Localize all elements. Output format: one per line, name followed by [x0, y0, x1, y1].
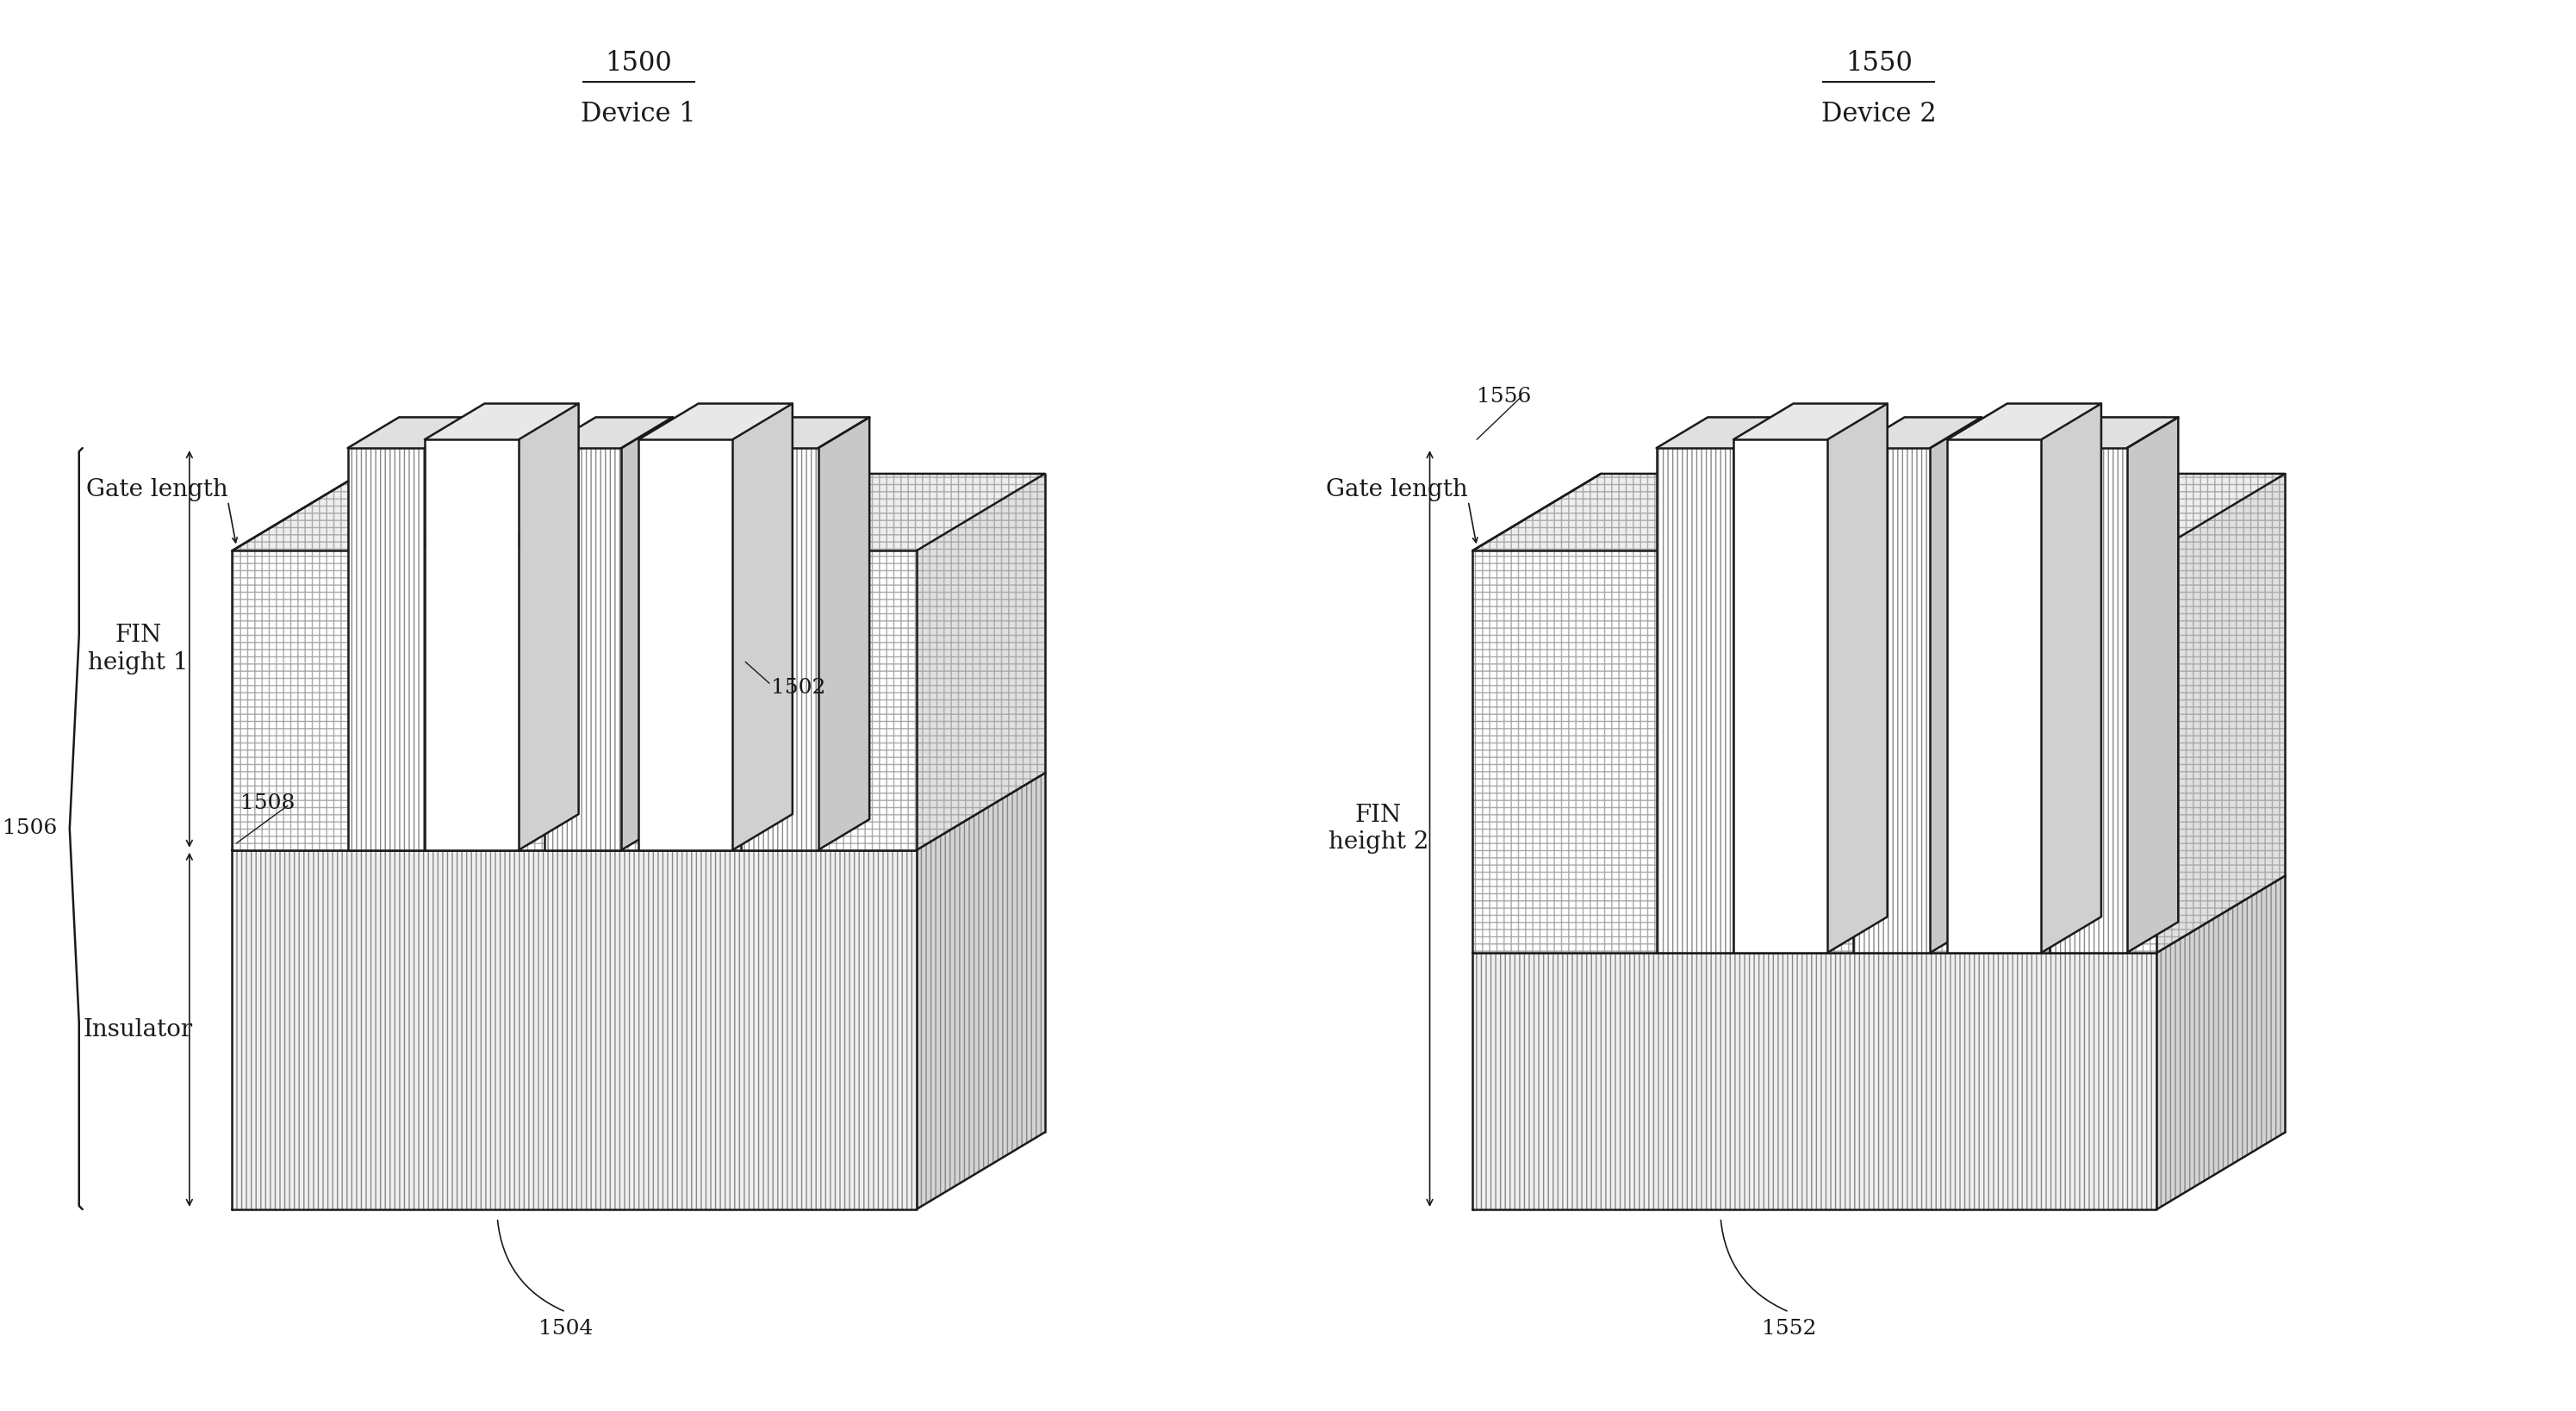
Text: 1552: 1552: [1762, 1319, 1816, 1339]
Polygon shape: [1473, 550, 2156, 952]
Polygon shape: [544, 449, 621, 849]
Polygon shape: [917, 474, 1046, 849]
Polygon shape: [2128, 418, 2179, 952]
Text: Gate length: Gate length: [85, 478, 227, 501]
Polygon shape: [232, 550, 917, 849]
Polygon shape: [232, 550, 917, 849]
Polygon shape: [348, 449, 425, 849]
Polygon shape: [1473, 474, 2285, 550]
Polygon shape: [2050, 449, 2128, 952]
Text: 1550: 1550: [1844, 49, 1911, 76]
Polygon shape: [1656, 449, 1734, 952]
Text: Insulator: Insulator: [82, 1017, 193, 1041]
Polygon shape: [348, 418, 477, 449]
Polygon shape: [1473, 550, 2156, 952]
Polygon shape: [1852, 418, 1981, 449]
Polygon shape: [232, 474, 1046, 550]
Polygon shape: [2156, 474, 2285, 952]
Polygon shape: [732, 404, 793, 849]
Text: Device 1: Device 1: [580, 102, 696, 128]
Polygon shape: [2156, 474, 2285, 952]
Polygon shape: [232, 773, 1046, 849]
Polygon shape: [742, 449, 819, 849]
Polygon shape: [917, 773, 1046, 1209]
Polygon shape: [1826, 404, 1888, 952]
Polygon shape: [1734, 439, 1826, 952]
Polygon shape: [1947, 439, 2040, 952]
Polygon shape: [2156, 876, 2285, 1209]
Polygon shape: [2050, 418, 2179, 449]
Polygon shape: [639, 439, 732, 849]
Text: Device 2: Device 2: [1821, 102, 1937, 128]
Polygon shape: [425, 418, 477, 849]
Polygon shape: [1473, 474, 2285, 550]
Polygon shape: [2040, 404, 2102, 952]
Polygon shape: [1656, 449, 1734, 952]
Text: 1500: 1500: [605, 49, 672, 76]
Polygon shape: [917, 773, 1046, 1209]
Text: FIN
height 2: FIN height 2: [1329, 804, 1430, 854]
Polygon shape: [518, 404, 580, 849]
Polygon shape: [742, 449, 819, 849]
Text: 1504: 1504: [538, 1319, 592, 1339]
Polygon shape: [425, 439, 518, 849]
Polygon shape: [1852, 449, 1929, 952]
Polygon shape: [621, 418, 672, 849]
Polygon shape: [425, 404, 580, 439]
Polygon shape: [232, 849, 917, 1209]
Polygon shape: [544, 418, 672, 449]
Text: 1508: 1508: [240, 793, 296, 813]
Polygon shape: [917, 474, 1046, 849]
Polygon shape: [1947, 404, 2102, 439]
Polygon shape: [742, 418, 871, 449]
FancyArrowPatch shape: [1721, 1221, 1788, 1311]
Polygon shape: [1473, 952, 2156, 1209]
Polygon shape: [1852, 449, 1929, 952]
Text: Gate length: Gate length: [1327, 478, 1468, 501]
Text: 1502: 1502: [770, 677, 827, 697]
Polygon shape: [348, 449, 425, 849]
Polygon shape: [1473, 876, 2285, 952]
Polygon shape: [232, 474, 1046, 550]
Polygon shape: [1929, 418, 1981, 952]
Polygon shape: [1734, 404, 1888, 439]
FancyArrowPatch shape: [497, 1221, 564, 1311]
Polygon shape: [544, 449, 621, 849]
Polygon shape: [1734, 418, 1785, 952]
Polygon shape: [639, 404, 793, 439]
Text: FIN
height 1: FIN height 1: [88, 624, 188, 674]
Polygon shape: [1656, 418, 1785, 449]
Polygon shape: [2050, 449, 2128, 952]
Polygon shape: [2156, 876, 2285, 1209]
Polygon shape: [1473, 952, 2156, 1209]
Polygon shape: [819, 418, 871, 849]
Text: 1556: 1556: [1476, 387, 1530, 406]
Polygon shape: [232, 849, 917, 1209]
Text: 1506: 1506: [3, 818, 57, 838]
Polygon shape: [232, 773, 1046, 849]
Polygon shape: [1473, 876, 2285, 952]
